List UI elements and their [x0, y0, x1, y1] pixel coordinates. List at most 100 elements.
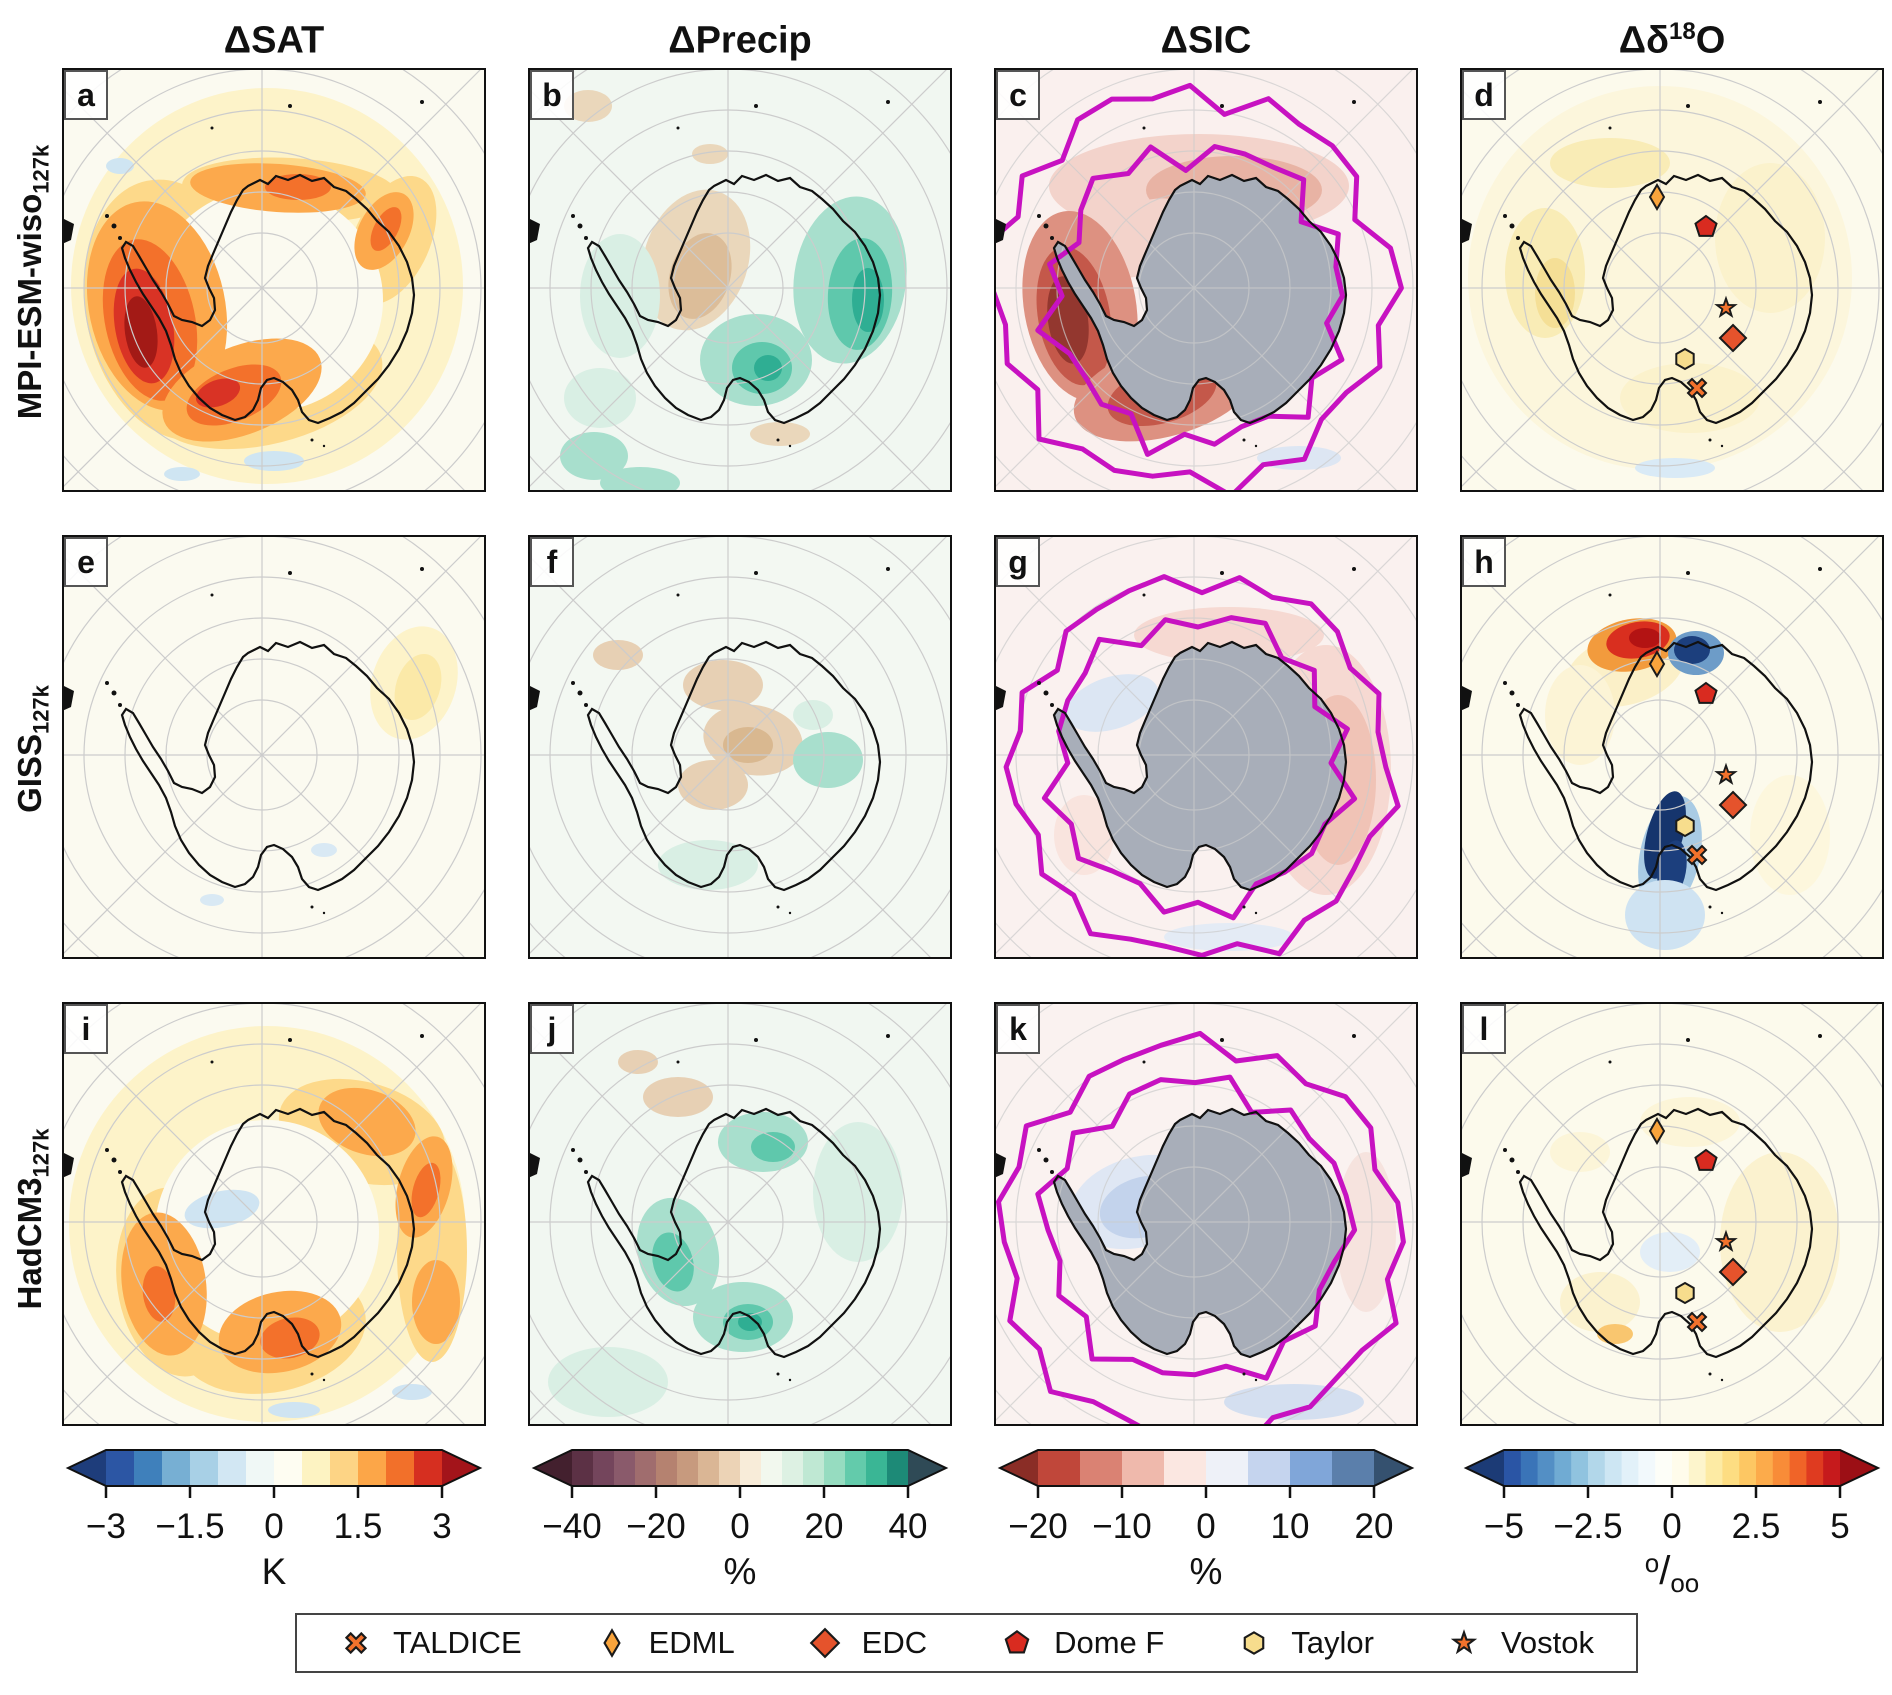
- panel-letter-j: j: [530, 1004, 574, 1054]
- colorbar-d18o: −5 −2.5 0 2.5 5 o/oo: [1460, 1442, 1884, 1600]
- svg-text:−40: −40: [542, 1507, 601, 1546]
- svg-text:3: 3: [432, 1507, 451, 1546]
- legend-label: EDC: [861, 1625, 928, 1660]
- colorbar-sic: −20 −10 0 10 20%: [994, 1442, 1418, 1600]
- svg-text:−1.5: −1.5: [155, 1507, 224, 1546]
- panel-l: l: [1460, 1002, 1884, 1426]
- map-g-sic: [994, 535, 1418, 959]
- panel-letter-e: e: [64, 537, 108, 587]
- taylor-marker-icon: [1243, 1631, 1265, 1655]
- vostok-marker-icon: [1452, 1631, 1476, 1653]
- row-label-mpi: MPI-ESM-wiso127k: [11, 144, 54, 420]
- panel-a: a: [62, 68, 486, 492]
- map-h-d18o: [1460, 535, 1884, 959]
- map-d-d18o: [1460, 68, 1884, 492]
- svg-text:−3: −3: [86, 1507, 126, 1546]
- panel-h: h: [1460, 535, 1884, 959]
- panel-letter-c: c: [996, 70, 1040, 120]
- taldice-marker-icon: [345, 1632, 367, 1654]
- svg-text:5: 5: [1830, 1507, 1849, 1546]
- map-i-sat: [62, 1002, 486, 1426]
- svg-text:K: K: [262, 1551, 287, 1592]
- map-e-sat: [62, 535, 486, 959]
- legend-item-taylor: Taylor: [1237, 1625, 1374, 1661]
- svg-text:20: 20: [1355, 1507, 1394, 1546]
- colorbar-sic-scale: −20 −10 0 10 20%: [997, 1449, 1415, 1592]
- panel-f: f: [528, 535, 952, 959]
- legend-label: EDML: [648, 1625, 735, 1660]
- sea-ice-edge-contours: [994, 82, 1404, 492]
- colorbar-precip-scale: −40 −20 0 20 40%: [531, 1449, 949, 1592]
- dome-f-marker-icon: [1004, 1630, 1030, 1654]
- svg-text:%: %: [724, 1551, 757, 1592]
- edml-marker-icon: [603, 1629, 621, 1657]
- svg-text:40: 40: [889, 1507, 928, 1546]
- svg-text:0: 0: [264, 1507, 283, 1546]
- panel-letter-b: b: [530, 70, 574, 120]
- legend-label: TALDICE: [393, 1625, 522, 1660]
- column-headers: ΔSAT ΔPrecip ΔSIC Δδ18O: [62, 4, 1884, 69]
- map-a-sat: [62, 68, 486, 492]
- legend-item-vostok: Vostok: [1447, 1625, 1594, 1661]
- map-c-sic: [994, 68, 1418, 492]
- map-l-d18o: [1460, 1002, 1884, 1426]
- site-legend: TALDICE EDML EDC Dome F Taylor Vostok: [295, 1613, 1638, 1673]
- legend-item-edc: EDC: [808, 1625, 927, 1661]
- svg-text:2.5: 2.5: [1732, 1507, 1781, 1546]
- svg-text:10: 10: [1271, 1507, 1310, 1546]
- svg-text:0: 0: [730, 1507, 749, 1546]
- svg-text:0: 0: [1196, 1507, 1215, 1546]
- panel-b: b: [528, 68, 952, 492]
- column-header-sat: ΔSAT: [223, 19, 325, 62]
- panel-i: i: [62, 1002, 486, 1426]
- panel-g: g: [994, 535, 1418, 959]
- legend-item-edml: EDML: [595, 1625, 735, 1661]
- colorbars: −3 −1.5 0 1.5 3 K −40 −20 0 20 40% −20 −10 0 10 20% −…: [62, 1442, 1884, 1600]
- colorbar-d18o-scale: −5 −2.5 0 2.5 5 o/oo: [1463, 1449, 1881, 1598]
- panel-letter-l: l: [1462, 1004, 1506, 1054]
- edc-marker-icon: [809, 1628, 840, 1658]
- colorbar-sat-scale: −3 −1.5 0 1.5 3 K: [65, 1449, 483, 1592]
- svg-text:%: %: [1190, 1551, 1223, 1592]
- panel-letter-g: g: [996, 537, 1040, 587]
- legend-item-taldice: TALDICE: [339, 1625, 522, 1661]
- column-header-sic: ΔSIC: [1160, 19, 1252, 62]
- column-header-d18o: Δδ18O: [1618, 18, 1726, 62]
- svg-text:−10: −10: [1092, 1507, 1151, 1546]
- panel-letter-f: f: [530, 537, 574, 587]
- panel-letter-k: k: [996, 1004, 1040, 1054]
- panel-letter-d: d: [1462, 70, 1506, 120]
- svg-text:0: 0: [1662, 1507, 1681, 1546]
- panel-letter-i: i: [64, 1004, 108, 1054]
- svg-text:−20: −20: [626, 1507, 685, 1546]
- d18o-anomaly-shading: [1550, 1097, 1840, 1344]
- panel-letter-a: a: [64, 70, 108, 120]
- svg-text:−20: −20: [1008, 1507, 1067, 1546]
- sea-ice-edge-contours: [996, 1030, 1406, 1426]
- legend-label: Taylor: [1291, 1625, 1374, 1660]
- svg-text:−5: −5: [1484, 1507, 1524, 1546]
- map-k-sic: [994, 1002, 1418, 1426]
- legend-label: Dome F: [1054, 1625, 1165, 1660]
- colorbar-sat: −3 −1.5 0 1.5 3 K: [62, 1442, 486, 1600]
- sea-ice-edge-contours: [1003, 574, 1401, 958]
- map-f-precip: [528, 535, 952, 959]
- colorbar-precip: −40 −20 0 20 40%: [528, 1442, 952, 1600]
- svg-text:o/oo: o/oo: [1645, 1548, 1700, 1598]
- sat-anomaly-shading: [69, 1026, 467, 1422]
- panel-j: j: [528, 1002, 952, 1426]
- svg-text:−2.5: −2.5: [1553, 1507, 1622, 1546]
- panel-k: k: [994, 1002, 1418, 1426]
- legend-item-domef: Dome F: [1000, 1625, 1164, 1661]
- panel-c: c: [994, 68, 1418, 492]
- map-b-precip: [528, 68, 952, 492]
- column-header-precip: ΔPrecip: [668, 19, 812, 62]
- svg-text:20: 20: [805, 1507, 844, 1546]
- row-label-giss: GISS127k: [11, 685, 54, 813]
- panel-grid: a: [62, 68, 1884, 1426]
- panel-letter-h: h: [1462, 537, 1506, 587]
- map-j-precip: [528, 1002, 952, 1426]
- legend-label: Vostok: [1500, 1625, 1594, 1660]
- row-label-hadcm3: HadCM3127k: [11, 1128, 54, 1310]
